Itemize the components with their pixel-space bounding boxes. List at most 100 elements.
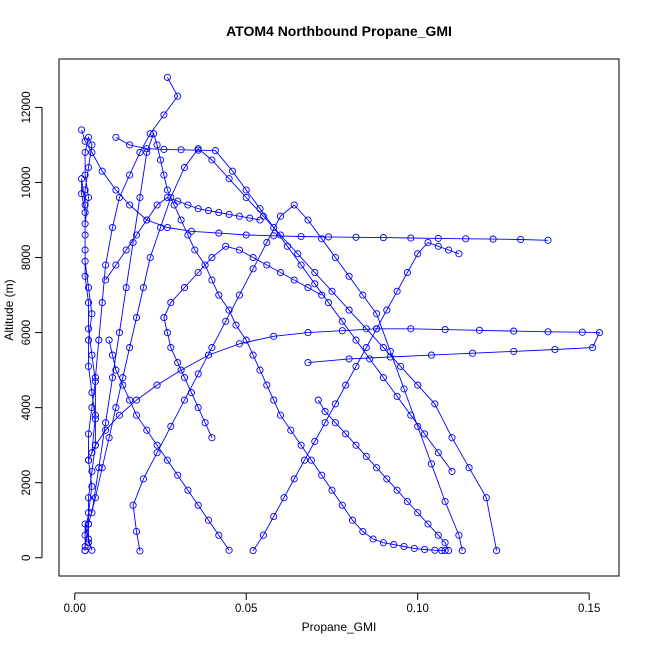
data-point — [88, 310, 96, 318]
data-point — [235, 246, 243, 254]
data-point — [88, 449, 96, 457]
data-point — [283, 242, 291, 250]
data-point — [204, 207, 213, 215]
data-point — [84, 456, 93, 464]
data-point — [143, 426, 151, 434]
data-point — [455, 531, 463, 539]
data-point — [222, 242, 230, 250]
data-point — [369, 535, 377, 543]
series-line — [81, 129, 549, 241]
data-point — [304, 284, 312, 292]
data-point — [167, 422, 175, 430]
data-point — [88, 467, 96, 475]
data-point — [204, 351, 213, 359]
data-point — [153, 201, 161, 209]
data-point — [208, 253, 216, 262]
data-point — [112, 261, 120, 269]
data-point — [242, 336, 250, 344]
data-point — [208, 156, 216, 164]
data-point — [403, 268, 411, 277]
data-point — [434, 242, 442, 250]
series-13 — [102, 193, 264, 284]
data-point — [246, 214, 254, 222]
data-point — [400, 385, 408, 393]
data-point — [194, 501, 202, 509]
data-point — [287, 426, 295, 434]
data-point — [146, 130, 154, 138]
data-point — [386, 353, 394, 361]
data-point — [163, 329, 171, 337]
data-point — [81, 220, 89, 228]
data-point — [126, 141, 134, 149]
data-point — [383, 306, 391, 314]
data-point — [91, 494, 99, 502]
data-point — [393, 392, 401, 400]
data-point — [390, 541, 398, 549]
data-point — [174, 92, 182, 100]
data-point — [174, 197, 182, 205]
data-point — [84, 494, 93, 502]
data-point — [352, 336, 360, 344]
data-point — [482, 494, 490, 502]
series-7 — [88, 73, 182, 457]
data-point — [122, 246, 130, 254]
data-point — [256, 216, 264, 224]
data-point — [441, 497, 449, 506]
y-tick-label: 0 — [21, 555, 33, 561]
series-line — [81, 135, 96, 551]
data-point — [235, 212, 243, 220]
data-layer — [78, 73, 604, 555]
data-point — [143, 145, 151, 153]
data-point — [362, 452, 370, 460]
data-point — [280, 494, 288, 502]
data-point — [235, 340, 243, 348]
data-point — [379, 234, 387, 242]
series-8 — [112, 133, 456, 475]
x-axis-label: Propane_GMI — [302, 620, 377, 634]
data-point — [129, 501, 137, 509]
data-point — [379, 344, 387, 352]
data-point — [263, 261, 271, 269]
data-point — [102, 276, 110, 284]
data-point — [108, 374, 117, 382]
data-point — [194, 205, 202, 213]
data-point — [95, 336, 103, 344]
data-point — [445, 246, 453, 254]
data-point — [88, 141, 96, 149]
data-point — [438, 547, 446, 555]
data-point — [300, 456, 309, 464]
series-3 — [81, 145, 501, 555]
data-point — [112, 404, 120, 412]
y-axis: 0 2000 4000 6000 8000 10000 12000 — [21, 91, 43, 561]
data-point — [78, 126, 86, 134]
series-line — [91, 132, 446, 552]
data-point — [132, 314, 141, 322]
data-point — [304, 216, 312, 224]
data-point — [194, 370, 202, 378]
data-point — [194, 268, 202, 277]
data-point — [139, 284, 147, 292]
data-point — [345, 306, 353, 314]
data-point — [249, 351, 257, 359]
data-point — [180, 396, 189, 404]
data-point — [177, 146, 185, 154]
data-point — [445, 547, 453, 555]
data-point — [146, 253, 154, 262]
data-point — [211, 147, 219, 155]
data-point — [373, 464, 381, 472]
data-point — [328, 287, 336, 295]
data-point — [589, 344, 597, 352]
data-point — [318, 291, 326, 299]
data-point — [393, 486, 401, 494]
data-point — [324, 233, 333, 241]
series-line — [317, 399, 450, 551]
data-point — [180, 163, 189, 172]
series-2 — [88, 130, 449, 555]
data-point — [81, 201, 89, 209]
data-point — [163, 186, 171, 194]
data-point — [407, 325, 415, 333]
data-point — [414, 509, 422, 517]
data-point — [122, 284, 130, 292]
